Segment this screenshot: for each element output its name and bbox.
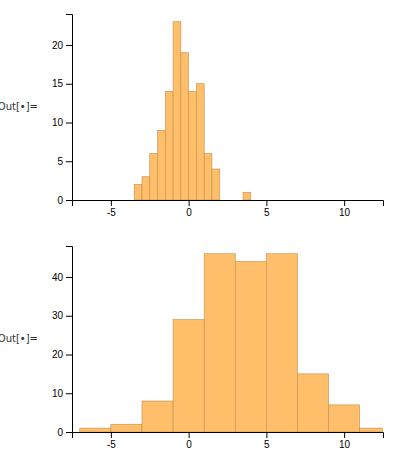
y-axis-line	[66, 247, 73, 433]
y-tick: 15	[52, 78, 72, 89]
x-tick-label: 10	[339, 439, 351, 450]
x-tick-label: 5	[264, 207, 270, 218]
x-tick: 0	[186, 432, 192, 450]
panel: -5 0 5 10 0 5 10 15 20 Out[•]=	[0, 15, 384, 219]
y-tick-label: 10	[52, 388, 64, 399]
bars	[80, 254, 383, 432]
y-tick-label: 40	[52, 272, 64, 283]
y-tick-mark	[66, 84, 72, 85]
y-tick-mark	[66, 393, 72, 394]
bar	[360, 428, 383, 432]
x-tick-mark	[344, 200, 345, 206]
y-tick-mark	[66, 277, 72, 278]
y-tick: 5	[57, 156, 72, 167]
bar	[235, 262, 266, 433]
x-tick-mark	[189, 200, 190, 206]
chart: -5 0 5 10 0 5 10 15 20 Out[•]= -5 0 5 10 0 10 20 30 40 Out[…	[0, 0, 399, 469]
y-axis-title: Out[•]=	[0, 101, 38, 112]
bar	[158, 130, 166, 200]
y-tick-mark	[66, 123, 72, 124]
x-tick: 0	[186, 200, 192, 218]
y-tick-mark	[66, 432, 72, 433]
y-tick-label: 15	[52, 78, 64, 89]
x-tick-label: 0	[186, 207, 192, 218]
x-tick: -5	[107, 200, 116, 218]
y-tick: 10	[52, 117, 72, 128]
x-tick-mark	[266, 200, 267, 206]
x-tick: 5	[264, 432, 270, 450]
bar	[189, 92, 197, 201]
x-tick-label: 5	[264, 439, 270, 450]
y-tick-mark	[66, 161, 72, 162]
bar	[204, 254, 235, 432]
x-tick-mark	[189, 432, 190, 438]
y-axis-title: Out[•]=	[0, 333, 38, 344]
x-axis: -5 0 5 10	[73, 432, 384, 450]
y-axis: 0 5 10 15 20	[52, 15, 73, 206]
x-tick-mark	[344, 432, 345, 438]
bar	[173, 320, 204, 432]
bar	[142, 177, 150, 200]
y-tick: 30	[52, 310, 72, 321]
bar	[297, 374, 328, 432]
x-tick-mark	[111, 200, 112, 206]
x-tick-mark	[266, 432, 267, 438]
x-axis-line	[73, 433, 384, 439]
y-axis-line	[66, 15, 73, 201]
x-tick-label: -5	[107, 439, 116, 450]
bar	[329, 405, 360, 432]
y-tick-label: 5	[57, 156, 63, 167]
bar	[150, 154, 158, 201]
x-tick-label: 0	[186, 439, 192, 450]
y-tick: 10	[52, 388, 72, 399]
y-tick-label: 30	[52, 310, 64, 321]
y-tick-label: 0	[57, 195, 63, 206]
bar	[142, 401, 173, 432]
bar	[212, 169, 220, 200]
x-axis-line	[73, 201, 384, 207]
bar	[134, 185, 142, 201]
x-tick-mark	[111, 432, 112, 438]
bar	[165, 92, 173, 201]
y-tick-label: 20	[52, 349, 64, 360]
x-tick-label: 10	[339, 207, 351, 218]
bars	[134, 22, 251, 200]
bar	[80, 428, 111, 432]
bar	[196, 84, 204, 200]
y-tick: 0	[57, 427, 72, 438]
y-tick-mark	[66, 45, 72, 46]
y-tick: 20	[52, 40, 72, 51]
x-tick-label: -5	[107, 207, 116, 218]
y-tick: 40	[52, 272, 72, 283]
panel: -5 0 5 10 0 10 20 30 40 Out[•]=	[0, 247, 391, 451]
x-tick: 5	[264, 200, 270, 218]
bar	[266, 254, 297, 432]
x-tick: 10	[339, 432, 351, 450]
y-tick-label: 10	[52, 117, 64, 128]
y-tick: 0	[57, 195, 72, 206]
y-tick-label: 0	[57, 427, 63, 438]
bar	[243, 192, 251, 200]
bar	[204, 154, 212, 201]
bar	[173, 22, 181, 200]
y-tick-mark	[66, 355, 72, 356]
y-tick-label: 20	[52, 40, 64, 51]
y-tick: 20	[52, 349, 72, 360]
y-axis: 0 10 20 30 40	[52, 247, 73, 438]
x-tick: 10	[339, 200, 351, 218]
x-tick: -5	[107, 432, 116, 450]
bar	[111, 424, 142, 432]
bar	[181, 53, 189, 200]
x-axis: -5 0 5 10	[73, 200, 384, 218]
y-tick-mark	[66, 316, 72, 317]
y-tick-mark	[66, 200, 72, 201]
